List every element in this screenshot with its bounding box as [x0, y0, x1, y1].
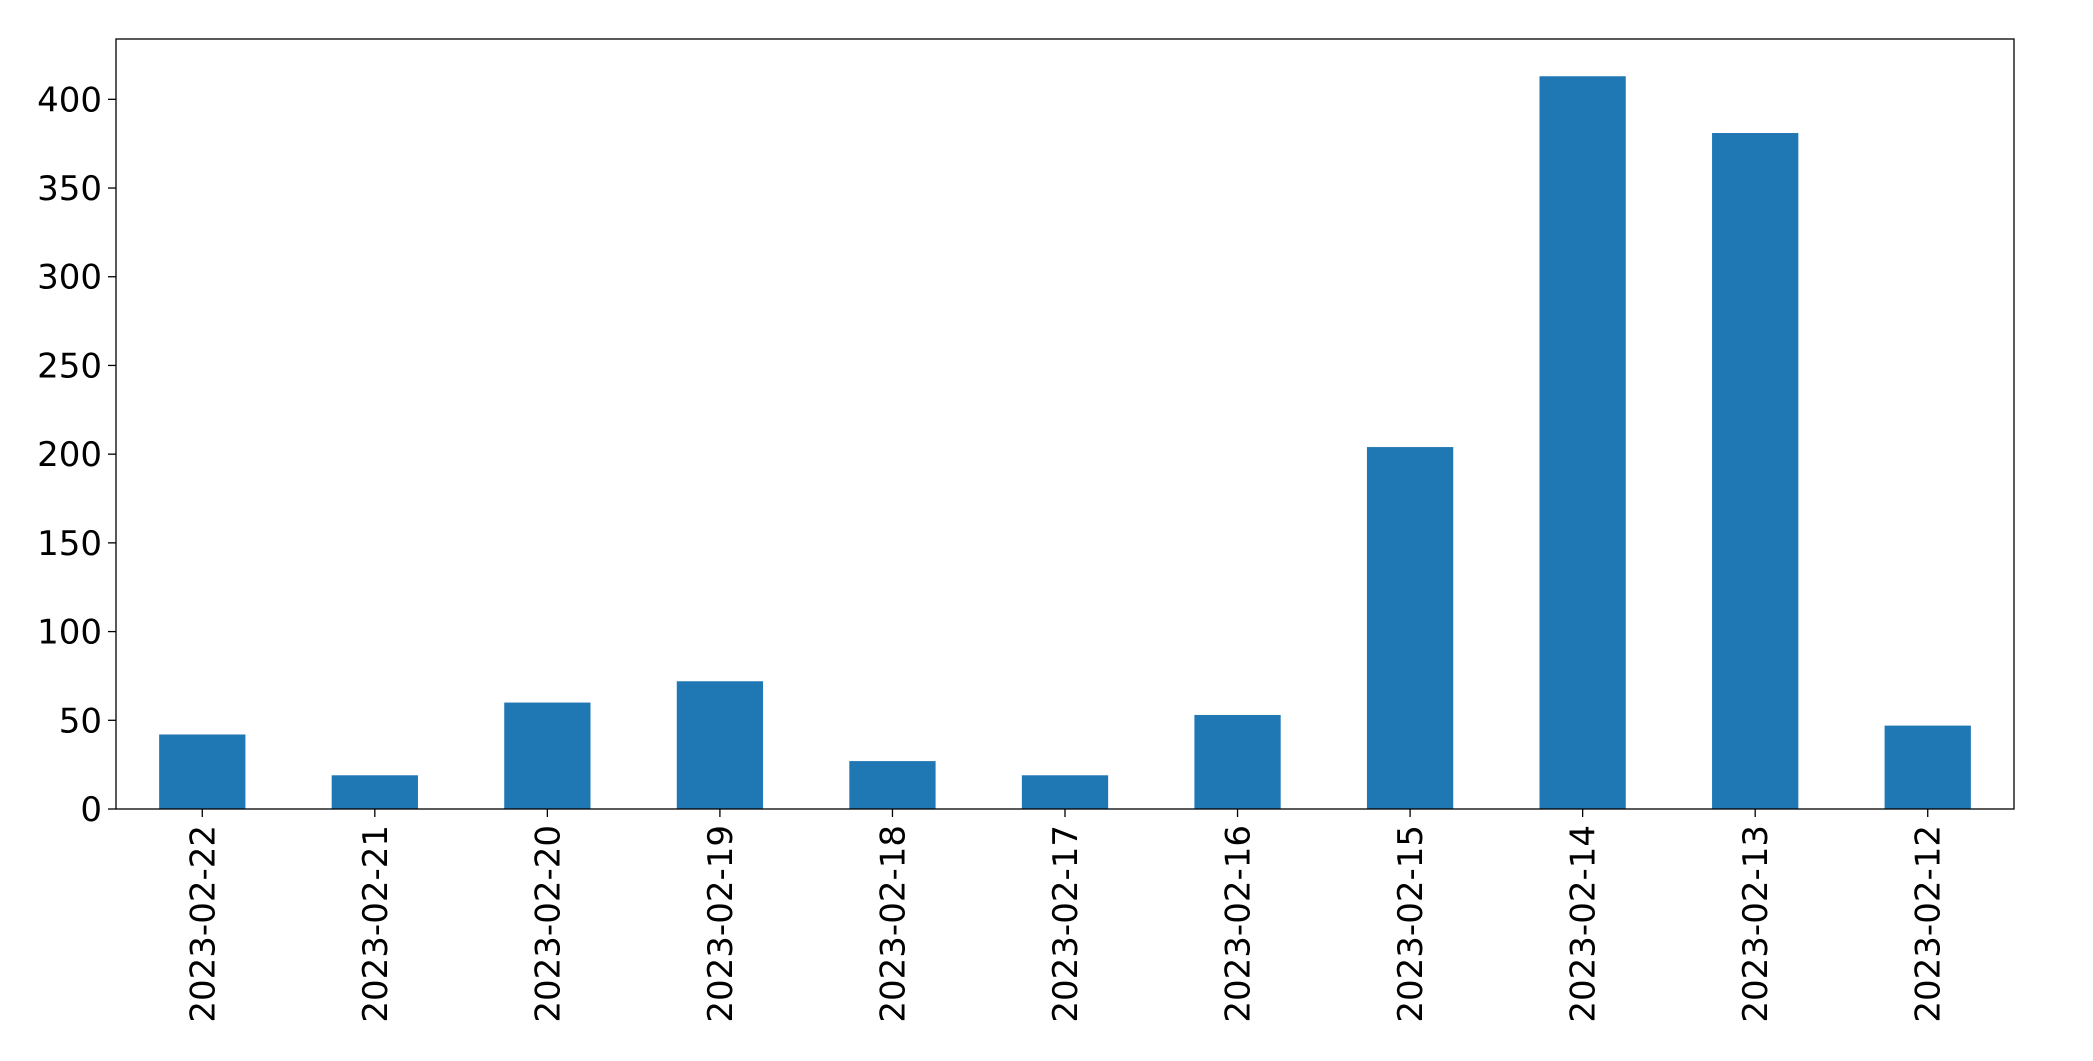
x-tick-label: 2023-02-13 [1736, 825, 1776, 1023]
bar [504, 702, 591, 809]
x-tick-label: 2023-02-16 [1219, 825, 1259, 1023]
bar [1021, 775, 1109, 809]
bar [331, 775, 418, 809]
x-tick-label: 2023-02-21 [356, 825, 396, 1023]
x-tick-label: 2023-02-18 [873, 825, 913, 1023]
y-tick-label: 350 [37, 169, 102, 209]
bar [1366, 447, 1454, 809]
y-tick-label: 150 [37, 524, 102, 564]
bar [1194, 714, 1281, 809]
x-tick-label: 2023-02-15 [1391, 825, 1431, 1023]
bar [1539, 76, 1626, 810]
axes-frame [115, 38, 2015, 810]
x-tick-label: 2023-02-20 [528, 825, 568, 1023]
x-tick-label: 2023-02-12 [1909, 825, 1949, 1023]
x-tick-label: 2023-02-19 [701, 825, 741, 1023]
y-tick-label: 200 [37, 435, 102, 475]
bar [159, 734, 246, 809]
bar [1712, 133, 1799, 810]
y-tick-label: 100 [37, 613, 102, 653]
x-tick-label: 2023-02-22 [183, 825, 223, 1023]
bar [1884, 725, 1971, 809]
x-tick-label: 2023-02-14 [1564, 825, 1604, 1023]
bar [676, 681, 764, 809]
y-tick-label: 400 [37, 80, 102, 120]
y-tick-label: 0 [80, 790, 102, 830]
y-tick-label: 300 [37, 258, 102, 298]
bar [849, 761, 936, 809]
x-tick-label: 2023-02-17 [1046, 825, 1086, 1023]
y-tick-label: 50 [59, 701, 102, 741]
y-tick-label: 250 [37, 346, 102, 386]
